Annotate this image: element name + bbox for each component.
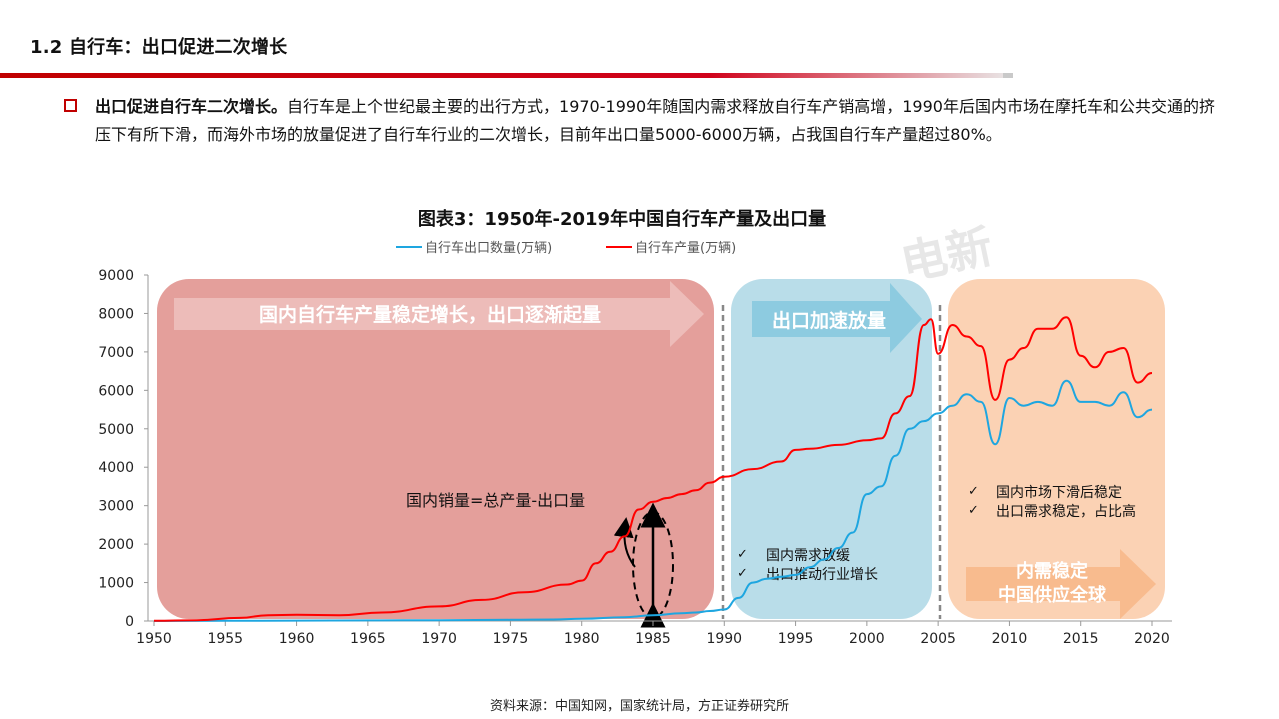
series-line-export: [153, 379, 1153, 622]
x-tick-label: 2015: [1063, 631, 1099, 647]
x-tick-label: 2005: [920, 631, 956, 647]
phase-1-background: [157, 279, 714, 619]
phase-1-label: 国内自行车产量稳定增长，出口逐渐起量: [259, 303, 601, 326]
x-tick-label: 1985: [635, 631, 671, 647]
phase-2-background: [731, 279, 932, 619]
y-tick-label: 6000: [98, 383, 134, 399]
x-tick-label: 1955: [207, 631, 243, 647]
phase-2-check-1: ✓: [737, 547, 748, 562]
y-tick-label: 1000: [98, 576, 134, 592]
axes: 0 1000 2000 3000 4000 5000 6000 7000 8000 9000 195…: [98, 268, 1172, 647]
x-tick-label: 1975: [493, 631, 529, 647]
phase-3-note-1: 国内市场下滑后稳定: [996, 484, 1122, 501]
legend-label-production: 自行车产量(万辆): [635, 240, 736, 256]
chart: 电新 图表3：1950年-2019年中国自行车产量及出口量 自行车出口数量(万辆…: [98, 208, 1172, 647]
x-tick-label: 2000: [849, 631, 885, 647]
x-tick-label: 1960: [279, 631, 315, 647]
domestic-sales-annotation: 国内销量=总产量-出口量: [406, 491, 585, 510]
x-tick-label: 1970: [421, 631, 457, 647]
chart-title: 图表3：1950年-2019年中国自行车产量及出口量: [418, 208, 826, 230]
bullet-square-icon: [64, 99, 77, 112]
x-tick-label: 1950: [136, 631, 172, 647]
phase-2-label: 出口加速放量: [772, 309, 886, 332]
phase-3-check-2: ✓: [968, 503, 979, 518]
x-tick-label: 2010: [992, 631, 1028, 647]
phase-3-label-line2: 中国供应全球: [998, 584, 1107, 606]
phase-2-arrow: [752, 283, 922, 353]
title-divider: [0, 73, 1013, 78]
phase-2-check-2: ✓: [737, 566, 748, 581]
x-tick-label: 1980: [564, 631, 600, 647]
y-tick-label: 5000: [98, 422, 134, 438]
phase-2-note-2: 出口推动行业增长: [766, 567, 878, 583]
phase-3-arrow: [966, 549, 1156, 619]
x-tick-label: 1995: [778, 631, 814, 647]
x-tick-label: 1990: [706, 631, 742, 647]
phase-3-background: [948, 279, 1165, 619]
series-group: [153, 316, 1153, 622]
source-note: 资料来源：中国知网，国家统计局，方正证券研究所: [489, 699, 789, 714]
title-divider-end: [1003, 73, 1013, 78]
phase-2-note-1: 国内需求放缓: [766, 548, 850, 564]
y-tick-label: 9000: [98, 268, 134, 284]
intro-text: 自行车是上个世纪最主要的出行方式，1970-1990年随国内需求释放自行车产销高…: [95, 97, 1215, 144]
phase-1-arrow: [174, 281, 704, 347]
y-tick-label: 7000: [98, 345, 134, 361]
phase-3-note-2: 出口需求稳定，占比高: [996, 503, 1136, 520]
y-tick-label: 0: [125, 614, 134, 630]
y-tick-label: 2000: [98, 537, 134, 553]
x-tick-label: 1965: [350, 631, 386, 647]
legend: 自行车出口数量(万辆) 自行车产量(万辆): [396, 240, 736, 256]
legend-label-export: 自行车出口数量(万辆): [425, 240, 552, 256]
annotation-curved-arrow: [613, 517, 636, 568]
y-tick-label: 8000: [98, 306, 134, 322]
series-line-production: [153, 316, 1153, 622]
x-tick-label: 2020: [1134, 631, 1170, 647]
phase-3-check-1: ✓: [968, 484, 979, 499]
phase-3-label-line1: 内需稳定: [1016, 560, 1088, 582]
page-title: 1.2 自行车：出口促进二次增长: [30, 37, 288, 58]
y-tick-label: 4000: [98, 460, 134, 476]
intro-paragraph: 出口促进自行车二次增长。自行车是上个世纪最主要的出行方式，1970-1990年随…: [95, 93, 1215, 149]
intro-bold: 出口促进自行车二次增长。: [95, 97, 288, 116]
y-tick-label: 3000: [98, 499, 134, 515]
